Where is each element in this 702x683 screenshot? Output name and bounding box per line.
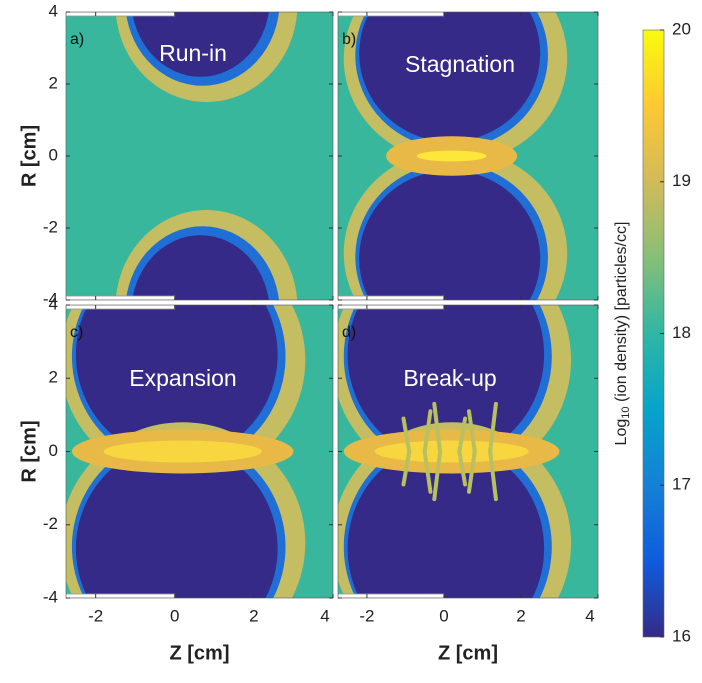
annotation: Stagnation xyxy=(405,51,515,77)
finger xyxy=(457,449,468,487)
colorbar-label: Log10 (ion density) [particles/cc] xyxy=(613,222,632,446)
panel xyxy=(338,305,598,598)
finger xyxy=(422,409,433,454)
finger xyxy=(466,409,477,454)
finger xyxy=(432,449,443,502)
electrode xyxy=(338,593,445,598)
panel-label: d) xyxy=(342,324,356,341)
colorbar-label-subscript: 10 xyxy=(620,407,632,419)
colorbar-tick-label: 19 xyxy=(672,171,691,190)
electrode xyxy=(66,12,176,17)
colorbar-tick-label: 18 xyxy=(672,323,691,342)
colorbar-label-rest: (ion density) [particles/cc] xyxy=(613,222,630,407)
annotation: Expansion xyxy=(129,365,236,391)
lobe xyxy=(359,170,541,300)
electrode xyxy=(66,305,176,310)
finger xyxy=(457,416,468,454)
lobe xyxy=(359,12,541,142)
lobe xyxy=(75,444,278,598)
x-tick-label: 2 xyxy=(516,606,525,625)
colorbar-tick-label: 20 xyxy=(672,19,691,38)
y-tick-label: -2 xyxy=(43,217,58,236)
x-axis-label: Z [cm] xyxy=(170,642,230,664)
finger xyxy=(488,449,498,502)
y-axis-label: R [cm] xyxy=(18,420,40,482)
finger xyxy=(466,449,477,494)
x-tick-label: 4 xyxy=(320,606,329,625)
x-axis-label: Z [cm] xyxy=(438,642,498,664)
annotation: Run-in xyxy=(159,40,227,66)
y-tick-label: -2 xyxy=(43,514,58,533)
electrode xyxy=(66,593,176,598)
lobe xyxy=(132,12,269,77)
y-tick-label: 0 xyxy=(49,145,58,164)
electrode xyxy=(338,295,445,300)
electrode xyxy=(338,12,445,17)
lobe xyxy=(132,235,269,300)
electrode xyxy=(338,305,445,310)
panel xyxy=(66,12,333,300)
x-tick-label: 2 xyxy=(249,606,258,625)
x-tick-label: 0 xyxy=(439,606,448,625)
y-tick-label: 0 xyxy=(49,441,58,460)
finger xyxy=(401,416,412,454)
annotation: Break-up xyxy=(403,365,496,391)
panel-label: c) xyxy=(70,324,83,341)
pinch-core xyxy=(416,150,487,162)
y-tick-label: 4 xyxy=(49,1,58,20)
x-tick-label: -2 xyxy=(359,606,374,625)
finger xyxy=(432,401,443,454)
finger xyxy=(401,449,412,487)
y-tick-label: 2 xyxy=(49,368,58,387)
colorbar-label-base: Log xyxy=(613,419,630,446)
panel xyxy=(338,12,598,300)
x-tick-label: 4 xyxy=(585,606,594,625)
lobe xyxy=(75,305,278,459)
y-tick-label: 4 xyxy=(49,294,58,313)
y-tick-label: -4 xyxy=(43,587,58,606)
colorbar-tick-label: 16 xyxy=(672,626,691,645)
plasma-core xyxy=(103,440,262,463)
panel xyxy=(66,305,333,598)
finger xyxy=(422,449,433,494)
finger xyxy=(488,401,498,454)
x-tick-label: 0 xyxy=(170,606,179,625)
x-tick-label: -2 xyxy=(88,606,103,625)
electrode xyxy=(66,295,176,300)
y-axis-label: R [cm] xyxy=(18,125,40,187)
colorbar-tick-label: 17 xyxy=(672,475,691,494)
y-tick-label: -4 xyxy=(43,289,58,308)
y-tick-label: 2 xyxy=(49,73,58,92)
panel-label: a) xyxy=(70,31,84,48)
panel-label: b) xyxy=(342,31,356,48)
plasma-core xyxy=(374,440,529,463)
